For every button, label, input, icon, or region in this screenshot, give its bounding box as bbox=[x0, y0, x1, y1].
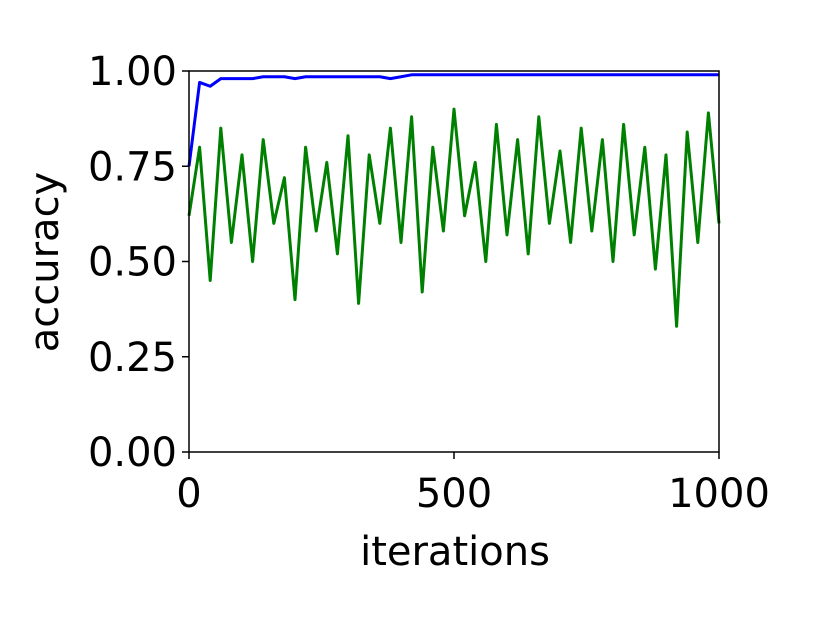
y-tick-label: 1.00 bbox=[88, 49, 177, 95]
y-tick-label: 0.25 bbox=[88, 335, 177, 381]
plot-frame bbox=[188, 70, 720, 453]
x-tick-label: 500 bbox=[416, 471, 492, 517]
y-tick-label: 0.00 bbox=[88, 430, 177, 476]
y-axis-label: accuracy bbox=[22, 172, 68, 352]
y-tick-label: 0.50 bbox=[88, 240, 177, 286]
series-line bbox=[187, 107, 721, 328]
x-tick-label: 0 bbox=[176, 471, 201, 517]
x-axis-label: iterations bbox=[360, 529, 550, 575]
y-tick-label: 0.75 bbox=[88, 144, 177, 190]
x-tick-label: 1000 bbox=[668, 471, 770, 517]
series-line bbox=[187, 73, 719, 167]
